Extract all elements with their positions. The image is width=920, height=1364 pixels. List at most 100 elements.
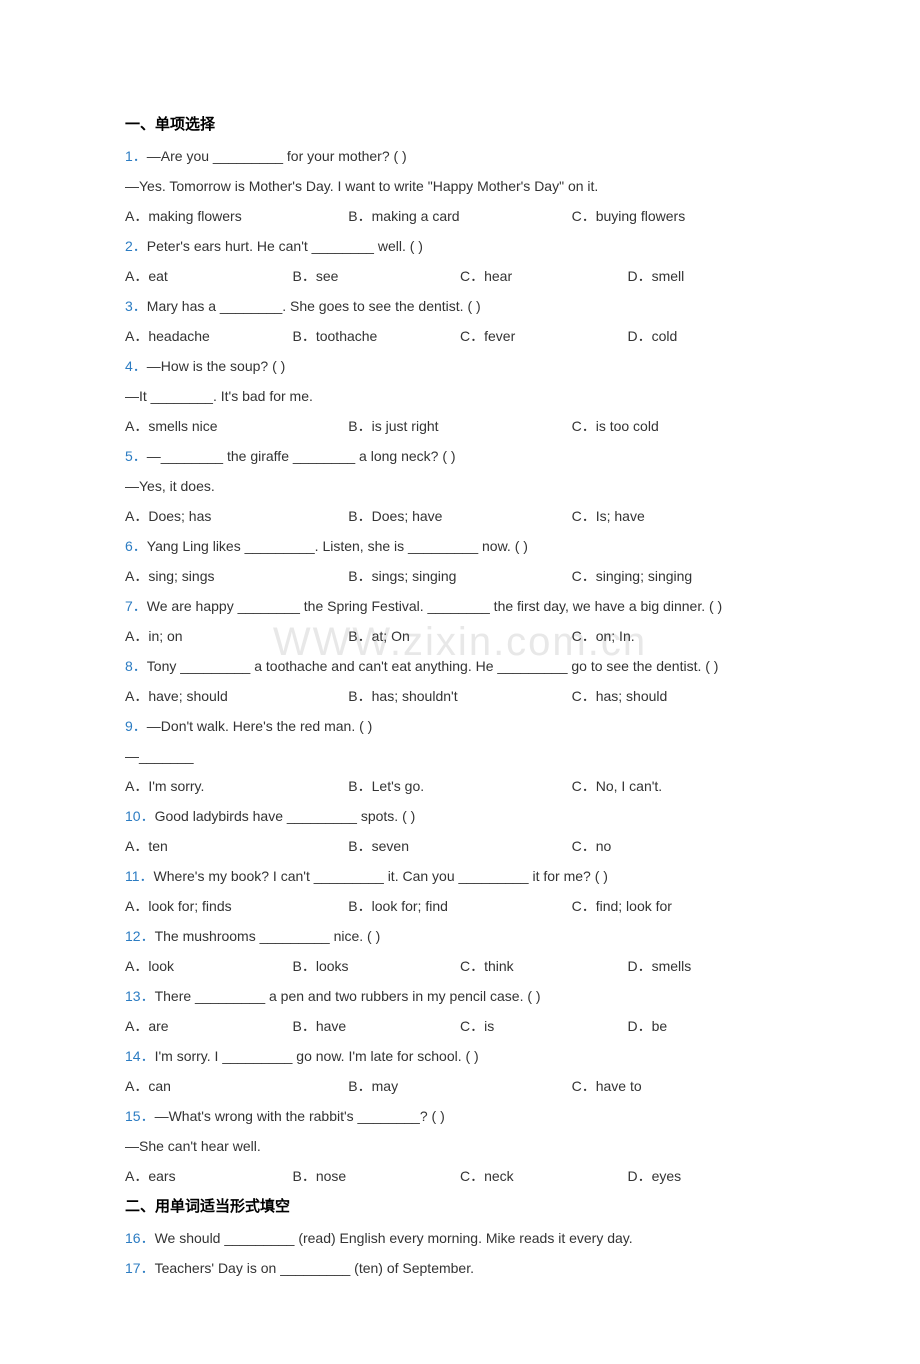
question-prompt: 8．Tony _________ a toothache and can't e…: [125, 652, 795, 680]
answer-option[interactable]: B．toothache: [293, 322, 461, 350]
question-followup: —_______: [125, 742, 795, 770]
options-row: A．headacheB．toothacheC．feverD．cold: [125, 322, 795, 350]
questions-container: 1．—Are you _________ for your mother? ( …: [125, 142, 795, 1190]
answer-option[interactable]: C．fever: [460, 322, 628, 350]
question-text: Good ladybirds have _________ spots. ( ): [155, 808, 416, 824]
options-row: A．making flowersB．making a cardC．buying …: [125, 202, 795, 230]
answer-option[interactable]: B．see: [293, 262, 461, 290]
answer-option[interactable]: A．smells nice: [125, 412, 348, 440]
question-prompt: 9．—Don't walk. Here's the red man. ( ): [125, 712, 795, 740]
options-row: A．Does; hasB．Does; haveC．Is; have: [125, 502, 795, 530]
answer-option[interactable]: C．singing; singing: [572, 562, 795, 590]
answer-option[interactable]: D．smells: [628, 952, 796, 980]
answer-option[interactable]: A．in; on: [125, 622, 348, 650]
question-text: —________ the giraffe ________ a long ne…: [147, 448, 456, 464]
page-content: 一、单项选择 1．—Are you _________ for your mot…: [125, 110, 795, 1282]
answer-option[interactable]: A．are: [125, 1012, 293, 1040]
answer-option[interactable]: B．has; shouldn't: [348, 682, 571, 710]
question-number: 13．: [125, 988, 155, 1004]
section-2-title: 二、用单词适当形式填空: [125, 1192, 795, 1222]
question-text: I'm sorry. I _________ go now. I'm late …: [155, 1048, 479, 1064]
options-row: A．earsB．noseC．neckD．eyes: [125, 1162, 795, 1190]
question-prompt: 10．Good ladybirds have _________ spots. …: [125, 802, 795, 830]
answer-option[interactable]: B．look for; find: [348, 892, 571, 920]
answer-option[interactable]: B．have: [293, 1012, 461, 1040]
question-number: 5．: [125, 448, 147, 464]
section-1-title: 一、单项选择: [125, 110, 795, 140]
answer-option[interactable]: A．I'm sorry.: [125, 772, 348, 800]
question-prompt: 13．There _________ a pen and two rubbers…: [125, 982, 795, 1010]
question-prompt: 3．Mary has a ________. She goes to see t…: [125, 292, 795, 320]
answer-option[interactable]: B．sings; singing: [348, 562, 571, 590]
answer-option[interactable]: B．looks: [293, 952, 461, 980]
answer-option[interactable]: B．is just right: [348, 412, 571, 440]
answer-option[interactable]: B．Does; have: [348, 502, 571, 530]
answer-option[interactable]: C．Is; have: [572, 502, 795, 530]
question-prompt: 14．I'm sorry. I _________ go now. I'm la…: [125, 1042, 795, 1070]
question-text: —Are you _________ for your mother? ( ): [147, 148, 407, 164]
answer-option[interactable]: C．think: [460, 952, 628, 980]
answer-option[interactable]: A．ears: [125, 1162, 293, 1190]
answer-option[interactable]: A．eat: [125, 262, 293, 290]
question-text: Tony _________ a toothache and can't eat…: [147, 658, 719, 674]
question-number: 8．: [125, 658, 147, 674]
question-number: 17．: [125, 1260, 155, 1276]
answer-option[interactable]: C．has; should: [572, 682, 795, 710]
answer-option[interactable]: A．can: [125, 1072, 348, 1100]
answer-option[interactable]: A．look for; finds: [125, 892, 348, 920]
question-number: 3．: [125, 298, 147, 314]
question-prompt: 4．—How is the soup? ( ): [125, 352, 795, 380]
answer-option[interactable]: B．at; On: [348, 622, 571, 650]
options-row: A．in; onB．at; OnC．on; In.: [125, 622, 795, 650]
question-followup: —Yes, it does.: [125, 472, 795, 500]
answer-option[interactable]: A．look: [125, 952, 293, 980]
question-prompt: 5．—________ the giraffe ________ a long …: [125, 442, 795, 470]
question-text: Peter's ears hurt. He can't ________ wel…: [147, 238, 423, 254]
question-prompt: 1．—Are you _________ for your mother? ( …: [125, 142, 795, 170]
question-text: The mushrooms _________ nice. ( ): [155, 928, 381, 944]
question-number: 6．: [125, 538, 147, 554]
answer-option[interactable]: A．making flowers: [125, 202, 348, 230]
question-text: We are happy ________ the Spring Festiva…: [147, 598, 722, 614]
answer-option[interactable]: B．seven: [348, 832, 571, 860]
question-number: 2．: [125, 238, 147, 254]
answer-option[interactable]: C．neck: [460, 1162, 628, 1190]
answer-option[interactable]: D．be: [628, 1012, 796, 1040]
question-text: Mary has a ________. She goes to see the…: [147, 298, 481, 314]
options-row: A．look for; findsB．look for; findC．find;…: [125, 892, 795, 920]
answer-option[interactable]: B．making a card: [348, 202, 571, 230]
answer-option[interactable]: D．smell: [628, 262, 796, 290]
question-number: 16．: [125, 1230, 155, 1246]
answer-option[interactable]: C．on; In.: [572, 622, 795, 650]
answer-option[interactable]: C．find; look for: [572, 892, 795, 920]
answer-option[interactable]: C．is: [460, 1012, 628, 1040]
answer-option[interactable]: B．may: [348, 1072, 571, 1100]
answer-option[interactable]: C．is too cold: [572, 412, 795, 440]
options-row: A．eatB．seeC．hearD．smell: [125, 262, 795, 290]
question-prompt: 7．We are happy ________ the Spring Festi…: [125, 592, 795, 620]
answer-option[interactable]: D．cold: [628, 322, 796, 350]
answer-option[interactable]: A．Does; has: [125, 502, 348, 530]
question-number: 14．: [125, 1048, 155, 1064]
answer-option[interactable]: A．ten: [125, 832, 348, 860]
answer-option[interactable]: C．buying flowers: [572, 202, 795, 230]
answer-option[interactable]: C．no: [572, 832, 795, 860]
question-followup: —She can't hear well.: [125, 1132, 795, 1160]
question-text: Yang Ling likes _________. Listen, she i…: [147, 538, 528, 554]
question-number: 1．: [125, 148, 147, 164]
answer-option[interactable]: A．headache: [125, 322, 293, 350]
answer-option[interactable]: A．sing; sings: [125, 562, 348, 590]
fill-question: 16．We should _________ (read) English ev…: [125, 1224, 795, 1252]
answer-option[interactable]: B．nose: [293, 1162, 461, 1190]
fill-text: Teachers' Day is on _________ (ten) of S…: [155, 1260, 474, 1276]
question-number: 7．: [125, 598, 147, 614]
fill-question: 17．Teachers' Day is on _________ (ten) o…: [125, 1254, 795, 1282]
answer-option[interactable]: D．eyes: [628, 1162, 796, 1190]
answer-option[interactable]: C．hear: [460, 262, 628, 290]
options-row: A．have; shouldB．has; shouldn'tC．has; sho…: [125, 682, 795, 710]
answer-option[interactable]: B．Let's go.: [348, 772, 571, 800]
answer-option[interactable]: C．No, I can't.: [572, 772, 795, 800]
answer-option[interactable]: A．have; should: [125, 682, 348, 710]
question-prompt: 11．Where's my book? I can't _________ it…: [125, 862, 795, 890]
answer-option[interactable]: C．have to: [572, 1072, 795, 1100]
